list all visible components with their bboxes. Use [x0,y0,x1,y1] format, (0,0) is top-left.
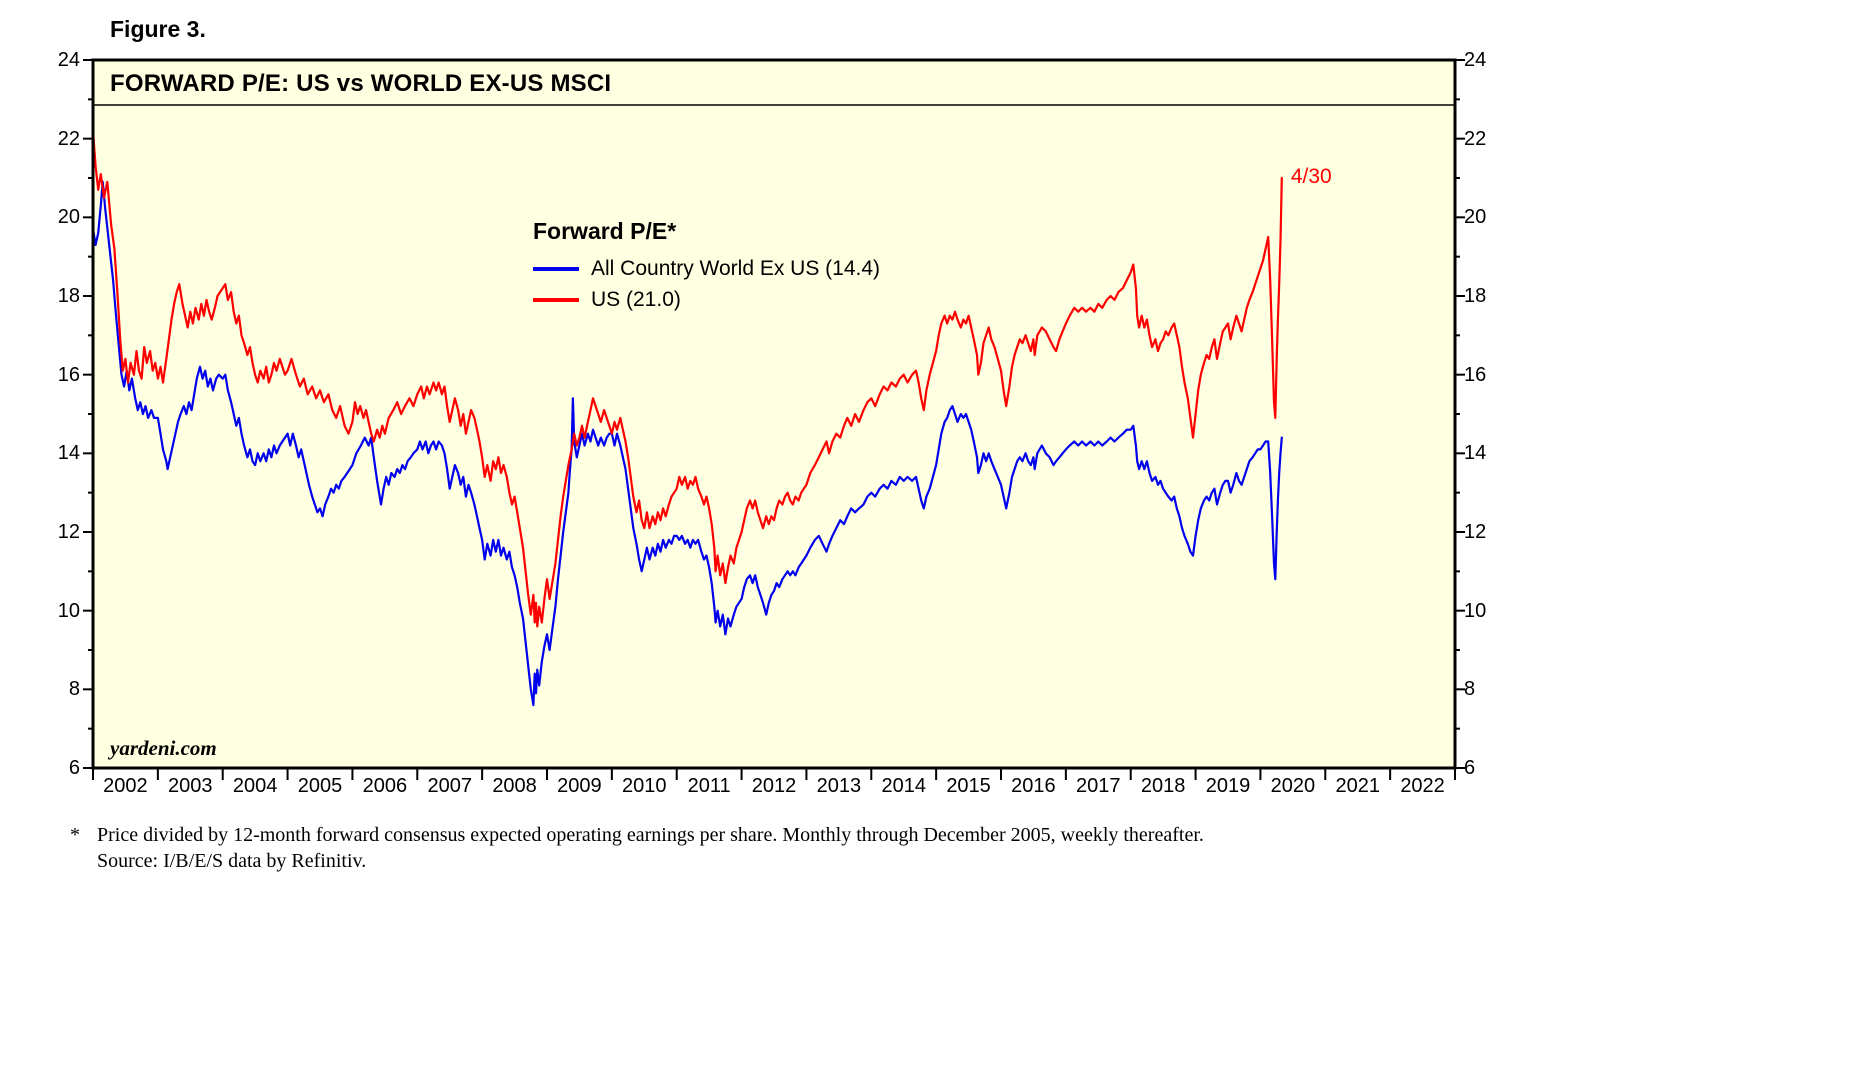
x-axis-label: 2013 [816,775,862,797]
footnote-line-1: Price divided by 12-month forward consen… [97,824,1204,846]
y-axis-label-left: 12 [57,521,80,543]
series-line-all-country-world-ex-us [91,180,1283,707]
x-axis-label: 2010 [622,775,667,797]
x-axis-label: 2011 [687,775,731,797]
series-group [91,129,1283,707]
y-axis-label-left: 22 [57,127,80,150]
x-axis-label: 2008 [492,775,537,797]
footnote: * Price divided by 12-month forward cons… [70,822,1204,874]
footnote-marker: * [70,824,80,846]
y-axis-label-left: 14 [57,442,80,465]
y-axis-label-right: 10 [1464,599,1487,622]
legend-title: Forward P/E* [533,218,677,244]
legend-swatch-world-ex-us-icon [533,266,579,271]
y-axis-label-left: 8 [68,678,80,701]
series-line-us [91,129,1283,628]
y-axis-label-left: 10 [57,599,80,622]
x-axis-label: 2012 [751,775,797,797]
y-axis-label-left: 20 [57,206,80,229]
y-axis-label-right: 8 [1464,678,1476,701]
x-axis-label: 2003 [168,775,213,797]
footnote-line-2: Source: I/B/E/S data by Refinitiv. [97,850,367,872]
x-axis-label: 2015 [946,775,991,797]
x-axis-label: 2009 [557,775,602,797]
x-axis-label: 2005 [297,775,343,797]
x-axis-label: 2020 [1270,775,1316,797]
chart-legend: Forward P/E* All Country World Ex US (14… [533,218,880,315]
plot-background [93,60,1455,768]
y-axis-label-right: 16 [1464,363,1487,386]
latest-value-annotation: 4/30 [1290,165,1332,188]
y-axis-label-right: 20 [1464,206,1487,229]
chart-canvas [83,58,1465,780]
legend-label-us: US (21.0) [591,287,681,311]
figure-label: Figure 3. [110,16,206,42]
y-axis-label-right: 12 [1464,521,1487,543]
y-axis-label-right: 6 [1464,757,1476,779]
x-axis-label: 2017 [1076,775,1121,797]
chart-title: FORWARD P/E: US vs WORLD EX-US MSCI [110,70,612,97]
x-axis-label: 2014 [881,775,926,797]
y-axis-label-right: 18 [1464,285,1487,307]
x-axis-label: 2004 [232,775,278,797]
y-axis-label-right: 24 [1464,49,1487,71]
plot-border [91,58,1457,770]
y-axis-label-right: 22 [1464,127,1487,150]
x-axis-label: 2006 [362,775,408,797]
legend-label-world-ex-us: All Country World Ex US (14.4) [591,256,881,280]
x-axis-label: 2022 [1400,775,1445,797]
x-axis-label: 2021 [1335,775,1380,797]
legend-entry-world-ex-us: All Country World Ex US (14.4) [533,253,880,284]
y-axis-label-left: 16 [57,363,80,386]
legend-swatch-us-icon [533,297,579,302]
watermark: yardeni.com [110,736,217,760]
y-axis-label-left: 24 [57,49,80,71]
x-axis-label: 2007 [427,775,472,797]
x-axis-label: 2002 [103,775,148,797]
x-axis-label: 2018 [1140,775,1186,797]
legend-entry-us: US (21.0) [533,284,880,315]
x-axis-label: 2016 [1011,775,1056,797]
y-axis-label-left: 18 [57,285,80,307]
x-axis-label: 2019 [1205,775,1251,797]
y-axis-label-left: 6 [68,757,80,779]
y-axis-label-right: 14 [1464,442,1487,465]
